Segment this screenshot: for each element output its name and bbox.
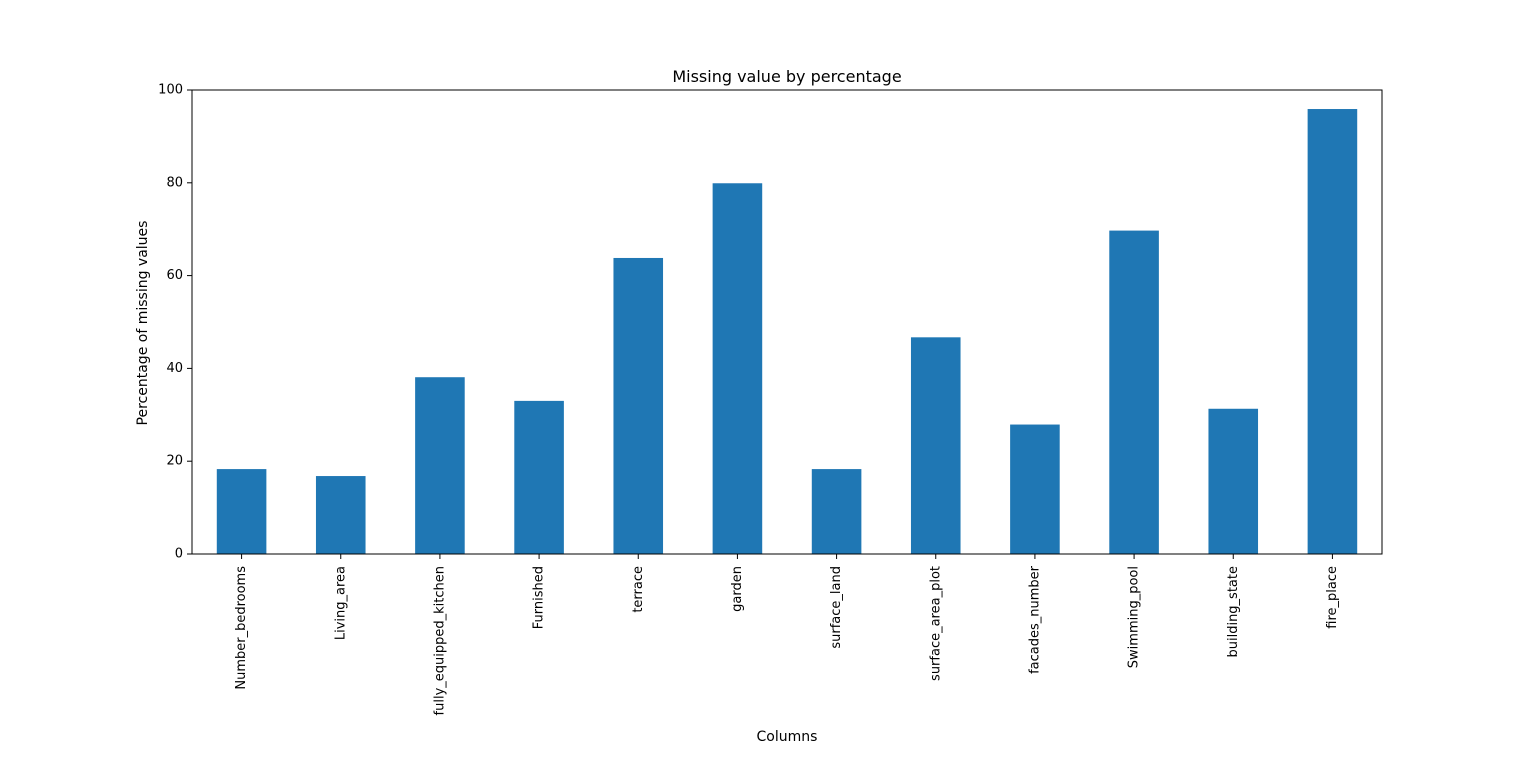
- y-tick-label: 40: [166, 361, 183, 376]
- x-tick-label: Furnished: [532, 566, 547, 629]
- x-tick-label: surface_land: [829, 566, 844, 649]
- y-tick-label: 100: [158, 83, 183, 98]
- x-tick-label: terrace: [631, 566, 646, 613]
- x-tick-label: surface_area_plot: [928, 566, 943, 681]
- bar-garden: [712, 183, 763, 555]
- x-tick-label: garden: [730, 566, 745, 612]
- x-ticks-group: Number_bedrooms Living_area fully_equipped…: [234, 554, 1340, 715]
- y-tick-label: 0: [175, 547, 183, 562]
- x-tick-label: Swimming_pool: [1127, 566, 1142, 668]
- x-tick-label: fully_equipped_kitchen: [432, 566, 447, 715]
- bar-surface_area_plot: [910, 337, 961, 554]
- bar-Swimming_pool: [1109, 230, 1159, 555]
- x-tick-label: Living_area: [333, 566, 348, 640]
- bar-surface_land: [811, 469, 862, 554]
- x-axis-label: Columns: [757, 729, 818, 745]
- bar-fully_equipped_kitchen: [415, 377, 465, 554]
- x-tick-label: building_state: [1226, 566, 1241, 658]
- bar-fire_place: [1307, 109, 1358, 555]
- bar-building_state: [1208, 408, 1259, 554]
- y-axis-label: Percentage of missing values: [135, 221, 151, 426]
- y-tick-label: 20: [166, 454, 183, 469]
- bar-Number_bedrooms: [216, 469, 267, 554]
- plot-frame: [191, 89, 1383, 555]
- chart-title: Missing value by percentage: [672, 67, 901, 86]
- bar-Living_area: [315, 476, 366, 554]
- bar-Furnished: [514, 400, 564, 554]
- bars-group: [216, 109, 1358, 555]
- x-tick-label: fire_place: [1325, 566, 1340, 629]
- y-tick-label: 80: [166, 175, 183, 190]
- x-tick-label: Number_bedrooms: [234, 566, 249, 690]
- bar-facades_number: [1010, 424, 1060, 554]
- y-tick-label: 60: [166, 268, 183, 283]
- y-ticks-group: 0 20 40 60 80 100: [158, 83, 192, 562]
- bar-terrace: [613, 257, 664, 554]
- x-tick-label: facades_number: [1027, 565, 1042, 674]
